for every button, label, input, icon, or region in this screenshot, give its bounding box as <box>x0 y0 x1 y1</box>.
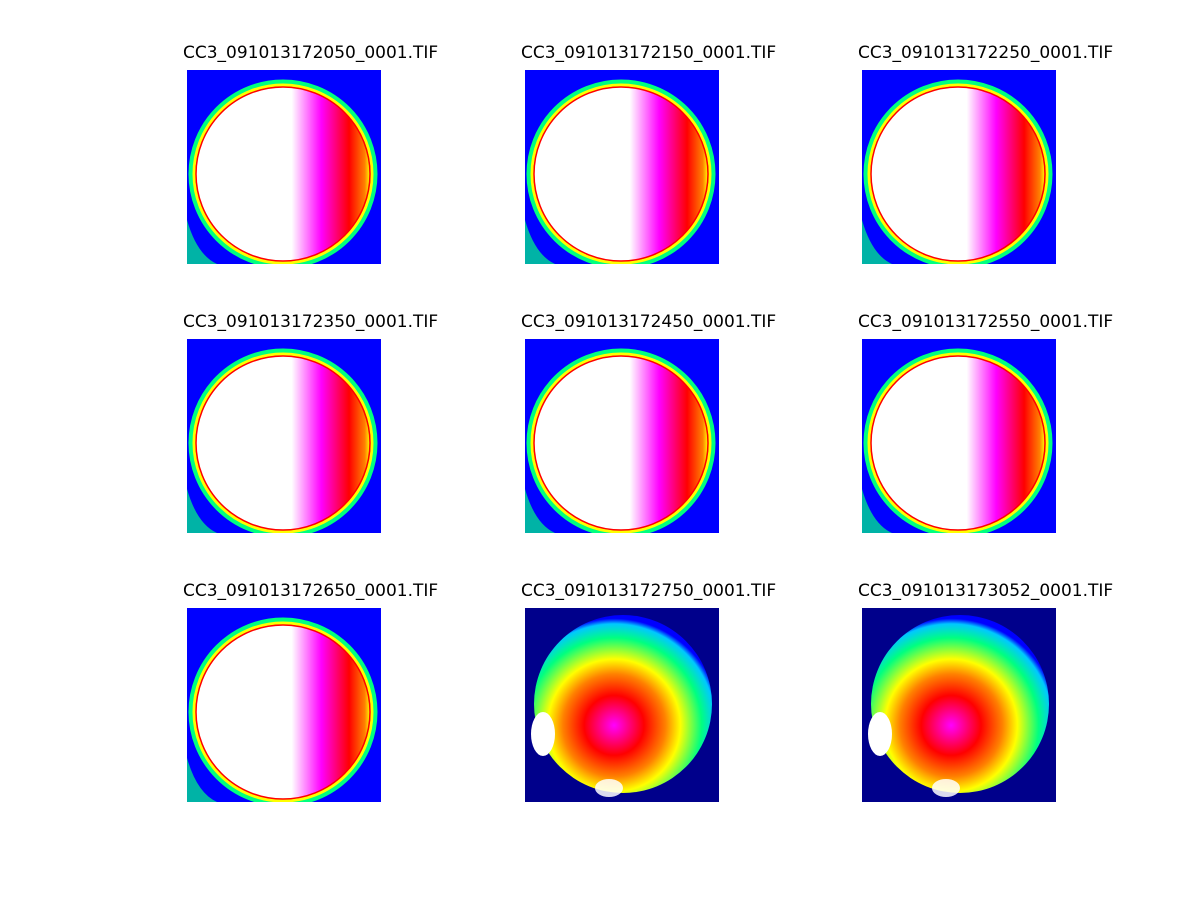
sky-disc <box>871 615 1049 793</box>
allsky-image <box>862 339 1056 533</box>
sky-disc <box>196 625 370 799</box>
sky-disc <box>196 356 370 530</box>
panel-title: CC3_091013172050_0001.TIF <box>183 43 439 63</box>
panel-title: CC3_091013172150_0001.TIF <box>521 43 777 63</box>
sky-disc <box>534 615 712 793</box>
panel-title: CC3_091013172550_0001.TIF <box>858 312 1114 332</box>
allsky-image <box>187 339 381 533</box>
sun-glare <box>531 712 555 756</box>
allsky-image <box>187 70 381 264</box>
panel-title: CC3_091013172650_0001.TIF <box>183 581 439 601</box>
panel-title: CC3_091013172250_0001.TIF <box>858 43 1114 63</box>
allsky-image <box>862 608 1056 802</box>
sky-disc <box>196 87 370 261</box>
allsky-image <box>525 339 719 533</box>
allsky-image <box>187 608 381 802</box>
sky-disc <box>534 87 708 261</box>
panel-title: CC3_091013173052_0001.TIF <box>858 581 1114 601</box>
sky-disc <box>534 356 708 530</box>
sun-glare <box>868 712 892 756</box>
panel-title: CC3_091013172350_0001.TIF <box>183 312 439 332</box>
allsky-image <box>525 608 719 802</box>
allsky-image <box>862 70 1056 264</box>
allsky-image <box>525 70 719 264</box>
panel-title: CC3_091013172450_0001.TIF <box>521 312 777 332</box>
sky-disc <box>871 87 1045 261</box>
sky-disc <box>871 356 1045 530</box>
panel-title: CC3_091013172750_0001.TIF <box>521 581 777 601</box>
